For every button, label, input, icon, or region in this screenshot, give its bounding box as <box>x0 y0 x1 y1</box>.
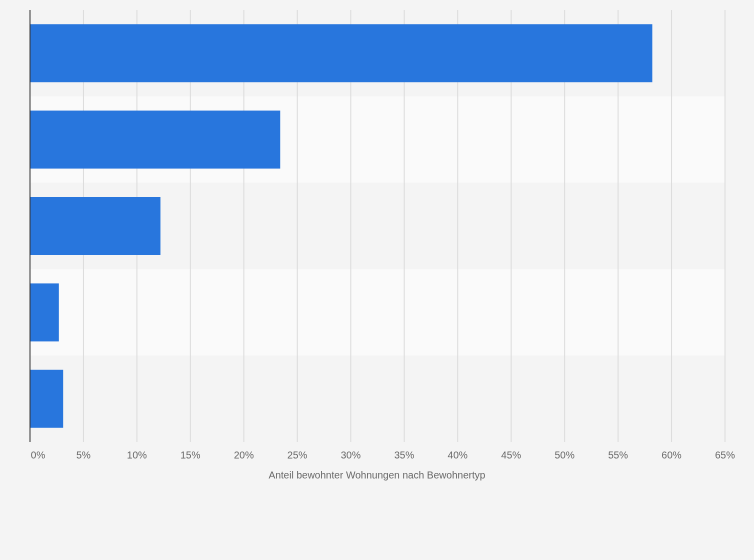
x-axis-label: Anteil bewohnter Wohnungen nach Bewohner… <box>269 471 486 482</box>
x-tick-label: 40% <box>448 451 468 462</box>
x-tick-label: 0% <box>31 451 46 462</box>
x-tick-label: 30% <box>341 451 361 462</box>
x-tick-label: 50% <box>555 451 575 462</box>
x-tick-label: 15% <box>180 451 200 462</box>
bar <box>30 369 64 428</box>
bar <box>30 197 161 255</box>
bar <box>30 283 59 342</box>
x-tick-label: 45% <box>501 451 521 462</box>
bar <box>30 24 653 83</box>
x-tick-label: 65% <box>715 451 735 462</box>
row-band <box>30 269 725 356</box>
x-tick-label: 20% <box>234 451 254 462</box>
x-tick-label: 25% <box>287 451 307 462</box>
x-tick-label: 10% <box>127 451 147 462</box>
x-tick-label: 55% <box>608 451 628 462</box>
x-tick-label: 5% <box>76 451 91 462</box>
x-tick-label: 60% <box>662 451 682 462</box>
x-tick-label: 35% <box>394 451 414 462</box>
bar <box>30 110 281 169</box>
row-band <box>30 355 725 442</box>
